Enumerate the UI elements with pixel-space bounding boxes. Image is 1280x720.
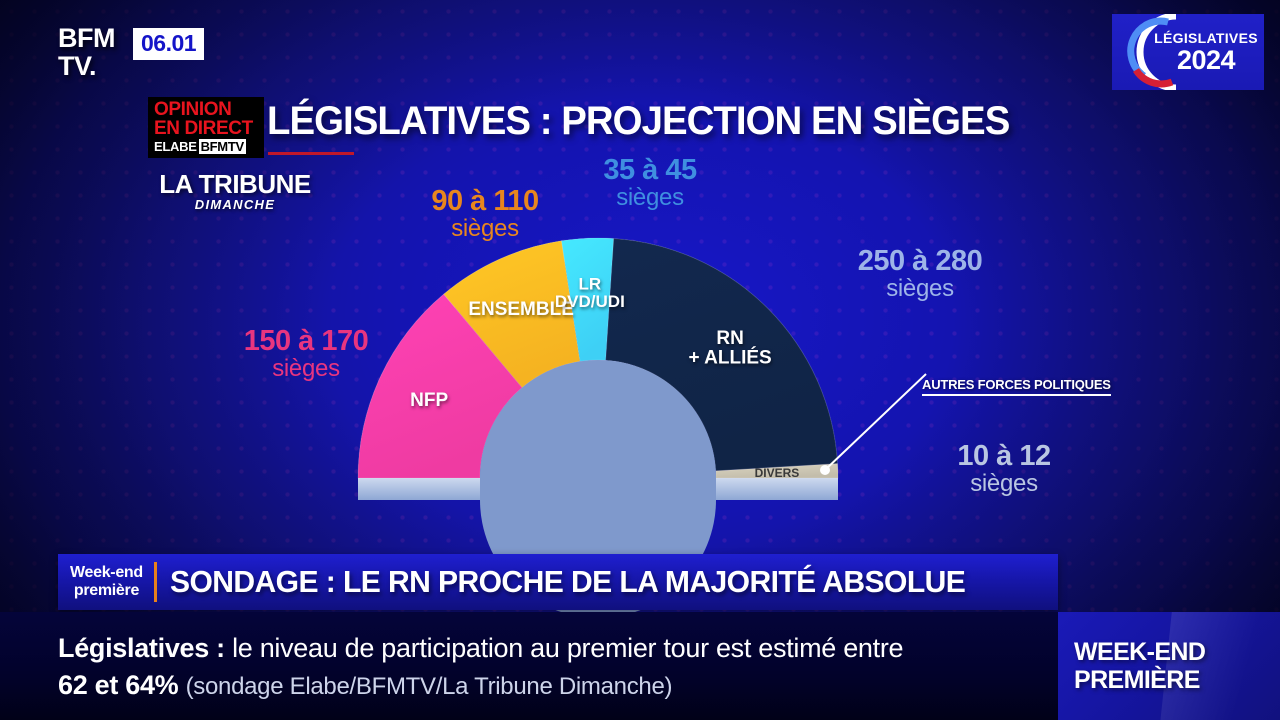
callout-divers: 10 à 12 sièges bbox=[930, 441, 1078, 497]
opinion-en-direct-logo: OPINION EN DIRECT ELABE BFMTV bbox=[148, 97, 264, 158]
slice-label: DIVERS bbox=[755, 466, 800, 480]
callout-ensemble-range: 90 à 110 bbox=[431, 185, 539, 217]
news-ticker: Législatives : le niveau de participatio… bbox=[0, 612, 1058, 720]
opinion-line1: OPINION bbox=[154, 99, 232, 120]
la-tribune-dimanche-logo: LA TRIBUNE DIMANCHE bbox=[145, 169, 325, 212]
legislatives-logo-line2: 2024 bbox=[1176, 45, 1236, 75]
autres-forces-annotation: AUTRES FORCES POLITIQUES bbox=[922, 377, 1111, 396]
callout-lr-range: 35 à 45 bbox=[603, 154, 697, 186]
seat-projection-chart: NFP ENSEMBLE LR DVD/UDI RN + ALLIÉS DIVERS bbox=[338, 222, 927, 618]
elabe-logo: ELABE bbox=[154, 139, 197, 154]
callout-ensemble-unit: sièges bbox=[451, 215, 519, 242]
legislatives-2024-logo: LÉGISLATIVES 2024 bbox=[1112, 14, 1264, 90]
callout-nfp-unit: sièges bbox=[272, 355, 340, 382]
ticker-source: (sondage Elabe/BFMTV/La Tribune Dimanche… bbox=[185, 673, 673, 700]
banner-separator bbox=[153, 562, 157, 602]
slice-label: RN + ALLIÉS bbox=[688, 328, 771, 369]
program-bug: WEEK-END PREMIÈRE bbox=[1058, 612, 1280, 720]
callout-rn-range: 250 à 280 bbox=[857, 245, 983, 277]
ticker-value: 62 et 64% bbox=[58, 670, 179, 700]
opinion-line2: EN DIRECT bbox=[154, 118, 253, 139]
callout-rn-unit: sièges bbox=[886, 275, 954, 302]
slice-label: NFP bbox=[410, 390, 448, 411]
program-bug-line2: PREMIÈRE bbox=[1074, 666, 1200, 694]
program-bug-line1: WEEK-END bbox=[1074, 638, 1206, 666]
inner-rim-extrusion bbox=[480, 360, 716, 618]
callout-nfp-range: 150 à 170 bbox=[243, 325, 369, 357]
show-badge-line1: Week-end bbox=[70, 564, 143, 581]
banner-headline: SONDAGE : LE RN PROCHE DE LA MAJORITÉ AB… bbox=[169, 564, 966, 599]
ticker-lead: Législatives : bbox=[58, 633, 225, 663]
tribune-line1: LA TRIBUNE bbox=[159, 169, 311, 199]
end-cap-left bbox=[358, 478, 480, 500]
bfmtv-logo-line1: BFM bbox=[58, 23, 115, 53]
callout-lr: 35 à 45 sièges bbox=[572, 155, 728, 211]
show-badge: Week-end première bbox=[58, 564, 154, 600]
clock: 06.01 bbox=[133, 28, 205, 60]
logo-arcs-icon bbox=[1127, 14, 1177, 90]
legislatives-logo-line1: LÉGISLATIVES bbox=[1154, 30, 1258, 46]
callout-rn: 250 à 280 sièges bbox=[832, 246, 1008, 302]
bfmtv-small-logo: BFMTV bbox=[198, 139, 246, 154]
page-title: LÉGISLATIVES : PROJECTION EN SIÈGES bbox=[267, 99, 1010, 143]
slice-label: ENSEMBLE bbox=[468, 299, 574, 320]
ticker-line1: Législatives : le niveau de participatio… bbox=[58, 630, 1058, 667]
divers-leader-line bbox=[820, 373, 927, 475]
slice-label: LR DVD/UDI bbox=[555, 274, 625, 311]
lower-third-banner: Week-end première SONDAGE : LE RN PROCHE… bbox=[58, 554, 1058, 610]
end-cap-right bbox=[716, 478, 838, 500]
tribune-line2: DIMANCHE bbox=[194, 197, 276, 212]
callout-lr-unit: sièges bbox=[616, 184, 684, 211]
show-badge-line2: première bbox=[73, 582, 140, 599]
bfmtv-logo-line2: TV. bbox=[58, 51, 97, 81]
callout-nfp: 150 à 170 sièges bbox=[216, 326, 396, 382]
bfmtv-logo: BFM TV. bbox=[58, 25, 115, 80]
callout-divers-range: 10 à 12 bbox=[957, 440, 1051, 472]
callout-ensemble: 90 à 110 sièges bbox=[405, 186, 565, 242]
title-underline bbox=[268, 152, 354, 155]
ticker-line2: 62 et 64% (sondage Elabe/BFMTV/La Tribun… bbox=[58, 667, 1058, 705]
callout-divers-unit: sièges bbox=[970, 470, 1038, 497]
ticker-text: le niveau de participation au premier to… bbox=[232, 633, 904, 663]
